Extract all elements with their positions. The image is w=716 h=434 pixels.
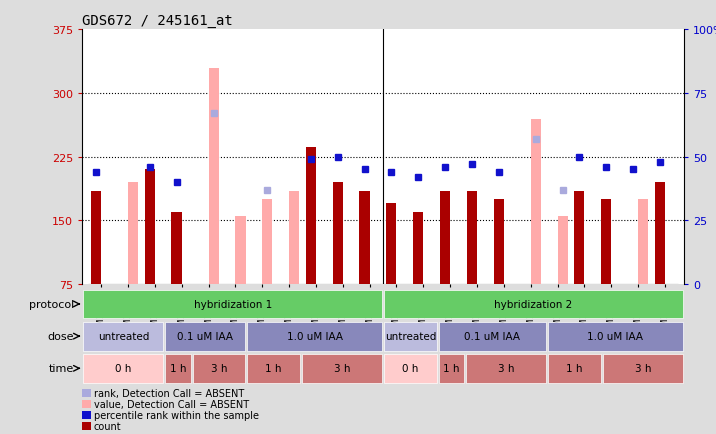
Text: hybridization 1: hybridization 1 [193, 299, 272, 309]
Text: 1 h: 1 h [170, 364, 186, 373]
Text: 0.1 uM IAA: 0.1 uM IAA [178, 332, 233, 341]
Text: 1 h: 1 h [266, 364, 282, 373]
Bar [440, 191, 450, 284]
Text: 1.0 uM IAA: 1.0 uM IAA [286, 332, 343, 341]
Bar [439, 354, 464, 383]
Bar [494, 200, 504, 284]
Bar [84, 354, 163, 383]
Bar [145, 170, 155, 284]
Text: GDS672 / 245161_at: GDS672 / 245161_at [82, 14, 233, 28]
Bar [384, 354, 437, 383]
Bar [603, 354, 682, 383]
Bar [306, 147, 316, 284]
Text: 3 h: 3 h [211, 364, 227, 373]
Text: 3 h: 3 h [334, 364, 350, 373]
Bar [332, 183, 343, 284]
Text: 3 h: 3 h [634, 364, 651, 373]
Text: 0 h: 0 h [115, 364, 132, 373]
Bar [91, 191, 101, 284]
Text: percentile rank within the sample: percentile rank within the sample [94, 410, 258, 420]
Text: hybridization 2: hybridization 2 [494, 299, 573, 309]
Bar [262, 200, 272, 284]
Bar [601, 200, 611, 284]
Text: 0.1 uM IAA: 0.1 uM IAA [465, 332, 521, 341]
Bar [165, 354, 190, 383]
Bar [128, 183, 138, 284]
Bar [193, 354, 246, 383]
Text: untreated: untreated [384, 332, 436, 341]
Text: dose: dose [48, 332, 74, 341]
Text: protocol: protocol [29, 299, 74, 309]
Bar [165, 322, 246, 351]
Bar [84, 290, 382, 319]
Bar [467, 191, 477, 284]
Bar [248, 322, 382, 351]
Bar [638, 200, 649, 284]
Bar [248, 354, 300, 383]
Bar [172, 212, 182, 284]
Bar [548, 322, 682, 351]
Bar [359, 191, 369, 284]
Bar [654, 183, 665, 284]
Text: time: time [49, 364, 74, 373]
Text: rank, Detection Call = ABSENT: rank, Detection Call = ABSENT [94, 388, 244, 398]
Bar [558, 217, 568, 284]
Text: 1 h: 1 h [443, 364, 460, 373]
Bar [208, 69, 219, 284]
Text: count: count [94, 421, 122, 431]
Text: untreated: untreated [97, 332, 149, 341]
Bar [384, 290, 682, 319]
Text: 1.0 uM IAA: 1.0 uM IAA [587, 332, 644, 341]
Text: value, Detection Call = ABSENT: value, Detection Call = ABSENT [94, 399, 249, 409]
Text: 0 h: 0 h [402, 364, 419, 373]
Bar [387, 204, 397, 284]
Bar [574, 191, 584, 284]
Bar [84, 322, 163, 351]
Bar [531, 119, 541, 284]
Bar [439, 322, 546, 351]
Bar [236, 217, 246, 284]
Bar [384, 322, 437, 351]
Bar [466, 354, 546, 383]
Bar [302, 354, 382, 383]
Text: 1 h: 1 h [566, 364, 583, 373]
Bar [289, 191, 299, 284]
Text: 3 h: 3 h [498, 364, 514, 373]
Bar [413, 212, 423, 284]
Bar [548, 354, 601, 383]
